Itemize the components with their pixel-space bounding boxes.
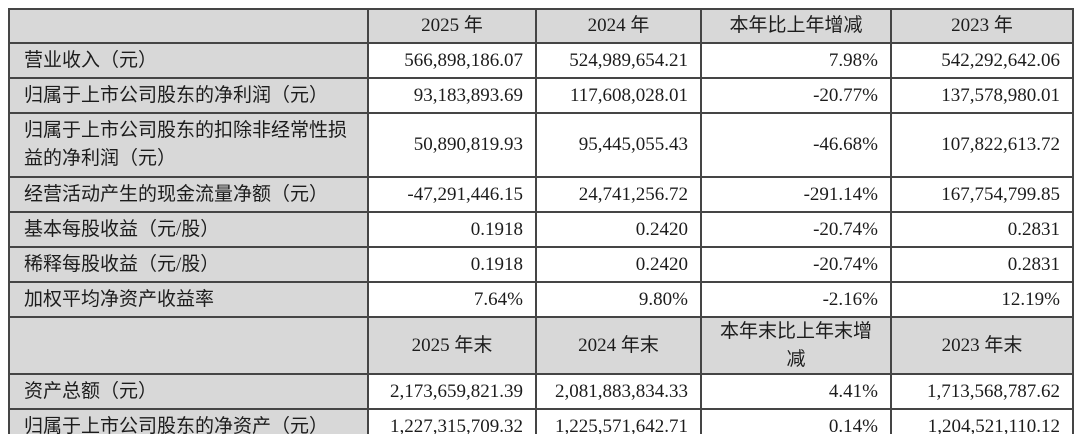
cell-2024: 95,445,055.43 — [535, 112, 702, 178]
cell-2023: 167,754,799.85 — [890, 176, 1074, 213]
table-header-annual: 2025 年 2024 年 本年比上年增减 2023 年 — [8, 8, 1074, 44]
cell-2023: 1,204,521,110.12 — [890, 408, 1074, 434]
cell-2025: 93,183,893.69 — [367, 77, 537, 114]
header-end-2025: 2025 年末 — [367, 315, 537, 376]
header-end-yoy-change: 本年末比上年末增减 — [700, 315, 892, 376]
table-row-net-assets: 归属于上市公司股东的净资产（元） 1,227,315,709.32 1,225,… — [8, 408, 1074, 434]
cell-2023: 107,822,613.72 — [890, 112, 1074, 178]
row-label: 归属于上市公司股东的净资产（元） — [8, 408, 369, 434]
row-label: 基本每股收益（元/股） — [8, 211, 369, 248]
cell-yoy: 7.98% — [700, 42, 892, 79]
cell-2025: 1,227,315,709.32 — [367, 408, 537, 434]
cell-2024: 524,989,654.21 — [535, 42, 702, 79]
header-empty-cell — [8, 315, 369, 376]
header-year-2024: 2024 年 — [535, 8, 702, 44]
table-row-diluted-eps: 稀释每股收益（元/股） 0.1918 0.2420 -20.74% 0.2831 — [8, 246, 1074, 283]
table-row-net-profit: 归属于上市公司股东的净利润（元） 93,183,893.69 117,608,0… — [8, 77, 1074, 114]
cell-2023: 0.2831 — [890, 211, 1074, 248]
cell-2023: 12.19% — [890, 281, 1074, 318]
header-end-2024: 2024 年末 — [535, 315, 702, 376]
header-end-2023: 2023 年末 — [890, 315, 1074, 376]
cell-2023: 137,578,980.01 — [890, 77, 1074, 114]
cell-yoy: -2.16% — [700, 281, 892, 318]
table-row-revenue: 营业收入（元） 566,898,186.07 524,989,654.21 7.… — [8, 42, 1074, 79]
cell-2024: 117,608,028.01 — [535, 77, 702, 114]
cell-yoy: -46.68% — [700, 112, 892, 178]
header-empty-cell — [8, 8, 369, 44]
cell-2025: 2,173,659,821.39 — [367, 373, 537, 411]
table-row-basic-eps: 基本每股收益（元/股） 0.1918 0.2420 -20.74% 0.2831 — [8, 211, 1074, 248]
row-label: 资产总额（元） — [8, 373, 369, 411]
cell-2025: 566,898,186.07 — [367, 42, 537, 79]
cell-2025: 50,890,819.93 — [367, 112, 537, 178]
row-label: 加权平均净资产收益率 — [8, 281, 369, 318]
cell-yoy: -20.77% — [700, 77, 892, 114]
cell-2025: 7.64% — [367, 281, 537, 318]
cell-2025: -47,291,446.15 — [367, 176, 537, 213]
row-label: 营业收入（元） — [8, 42, 369, 79]
header-year-2023: 2023 年 — [890, 8, 1074, 44]
cell-yoy: 0.14% — [700, 408, 892, 434]
header-year-2025: 2025 年 — [367, 8, 537, 44]
cell-2023: 1,713,568,787.62 — [890, 373, 1074, 411]
cell-2024: 1,225,571,642.71 — [535, 408, 702, 434]
row-label: 归属于上市公司股东的净利润（元） — [8, 77, 369, 114]
cell-yoy: -291.14% — [700, 176, 892, 213]
cell-2024: 0.2420 — [535, 211, 702, 248]
cell-2025: 0.1918 — [367, 246, 537, 283]
cell-2025: 0.1918 — [367, 211, 537, 248]
cell-yoy: 4.41% — [700, 373, 892, 411]
cell-2024: 24,741,256.72 — [535, 176, 702, 213]
cell-yoy: -20.74% — [700, 211, 892, 248]
financial-summary-table: 2025 年 2024 年 本年比上年增减 2023 年 营业收入（元） 566… — [8, 8, 1074, 434]
cell-2024: 0.2420 — [535, 246, 702, 283]
row-label: 归属于上市公司股东的扣除非经常性损益的净利润（元） — [8, 112, 369, 178]
row-label: 经营活动产生的现金流量净额（元） — [8, 176, 369, 213]
table-header-period-end: 2025 年末 2024 年末 本年末比上年末增减 2023 年末 — [8, 315, 1074, 376]
cell-2023: 542,292,642.06 — [890, 42, 1074, 79]
cell-2024: 2,081,883,834.33 — [535, 373, 702, 411]
table-row-weighted-avg-roe: 加权平均净资产收益率 7.64% 9.80% -2.16% 12.19% — [8, 281, 1074, 318]
cell-2024: 9.80% — [535, 281, 702, 318]
cell-yoy: -20.74% — [700, 246, 892, 283]
header-yoy-change: 本年比上年增减 — [700, 8, 892, 44]
row-label: 稀释每股收益（元/股） — [8, 246, 369, 283]
cell-2023: 0.2831 — [890, 246, 1074, 283]
table-row-net-profit-excl-nonrecurring: 归属于上市公司股东的扣除非经常性损益的净利润（元） 50,890,819.93 … — [8, 112, 1074, 178]
table-row-operating-cash-flow: 经营活动产生的现金流量净额（元） -47,291,446.15 24,741,2… — [8, 176, 1074, 213]
table-row-total-assets: 资产总额（元） 2,173,659,821.39 2,081,883,834.3… — [8, 373, 1074, 411]
